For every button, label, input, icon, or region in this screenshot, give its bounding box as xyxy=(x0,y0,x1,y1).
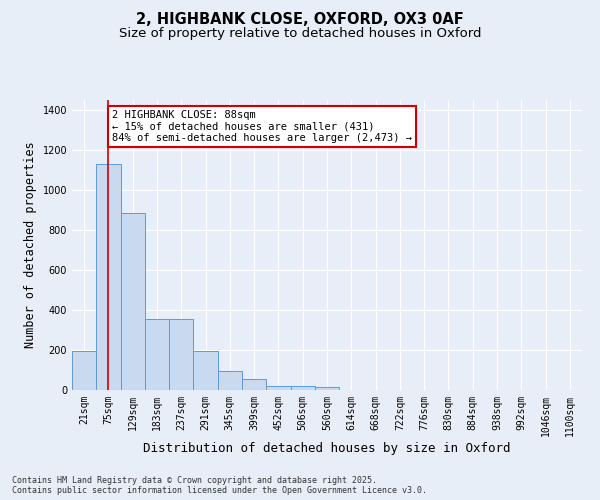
Text: Size of property relative to detached houses in Oxford: Size of property relative to detached ho… xyxy=(119,28,481,40)
Bar xyxy=(169,319,193,390)
Bar xyxy=(218,371,242,390)
Bar xyxy=(266,386,290,390)
Bar xyxy=(72,351,96,390)
Bar xyxy=(315,387,339,390)
Bar xyxy=(242,379,266,390)
Text: 2 HIGHBANK CLOSE: 88sqm
← 15% of detached houses are smaller (431)
84% of semi-d: 2 HIGHBANK CLOSE: 88sqm ← 15% of detache… xyxy=(112,110,412,143)
Bar xyxy=(290,386,315,390)
Bar xyxy=(193,351,218,390)
Y-axis label: Number of detached properties: Number of detached properties xyxy=(24,142,37,348)
Bar xyxy=(145,319,169,390)
Text: 2, HIGHBANK CLOSE, OXFORD, OX3 0AF: 2, HIGHBANK CLOSE, OXFORD, OX3 0AF xyxy=(136,12,464,28)
Bar xyxy=(121,213,145,390)
Bar xyxy=(96,164,121,390)
X-axis label: Distribution of detached houses by size in Oxford: Distribution of detached houses by size … xyxy=(143,442,511,454)
Text: Contains HM Land Registry data © Crown copyright and database right 2025.
Contai: Contains HM Land Registry data © Crown c… xyxy=(12,476,427,495)
